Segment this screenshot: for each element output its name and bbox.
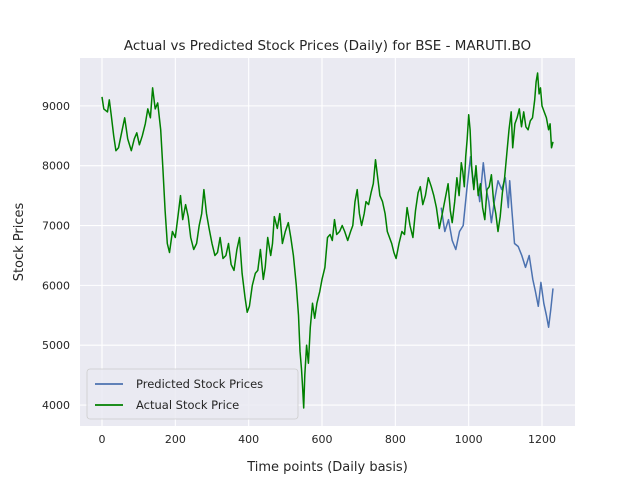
- y-tick-label: 6000: [42, 279, 70, 292]
- legend-entry-label: Actual Stock Price: [136, 398, 239, 412]
- y-tick-label: 8000: [42, 160, 70, 173]
- x-tick-label: 1200: [528, 433, 556, 446]
- series-line-actual: [101, 72, 554, 409]
- x-tick-label: 800: [385, 433, 406, 446]
- x-tick-label: 200: [165, 433, 186, 446]
- x-axis-ticks: 0 200 400 600 800 1000 1200: [99, 433, 557, 446]
- x-tick-label: 1000: [455, 433, 483, 446]
- legend-box: [86, 368, 299, 420]
- y-tick-label: 7000: [42, 220, 70, 233]
- legend-entry-label: Predicted Stock Prices: [136, 377, 263, 391]
- series-line-predicted: [440, 155, 554, 329]
- series-layer: [101, 72, 554, 409]
- x-axis-label: Time points (Daily basis): [246, 460, 408, 475]
- y-axis-ticks: 4000 5000 6000 7000 8000 9000: [42, 100, 70, 412]
- y-tick-label: 5000: [42, 339, 70, 352]
- x-tick-label: 0: [99, 433, 106, 446]
- x-tick-label: 600: [312, 433, 333, 446]
- y-tick-label: 4000: [42, 399, 70, 412]
- y-axis-label: Stock Prices: [12, 202, 27, 281]
- y-tick-label: 9000: [42, 100, 70, 113]
- chart-title: Actual vs Predicted Stock Prices (Daily)…: [124, 38, 531, 54]
- x-tick-label: 400: [238, 433, 259, 446]
- legend: Predicted Stock Prices Actual Stock Price: [86, 368, 299, 420]
